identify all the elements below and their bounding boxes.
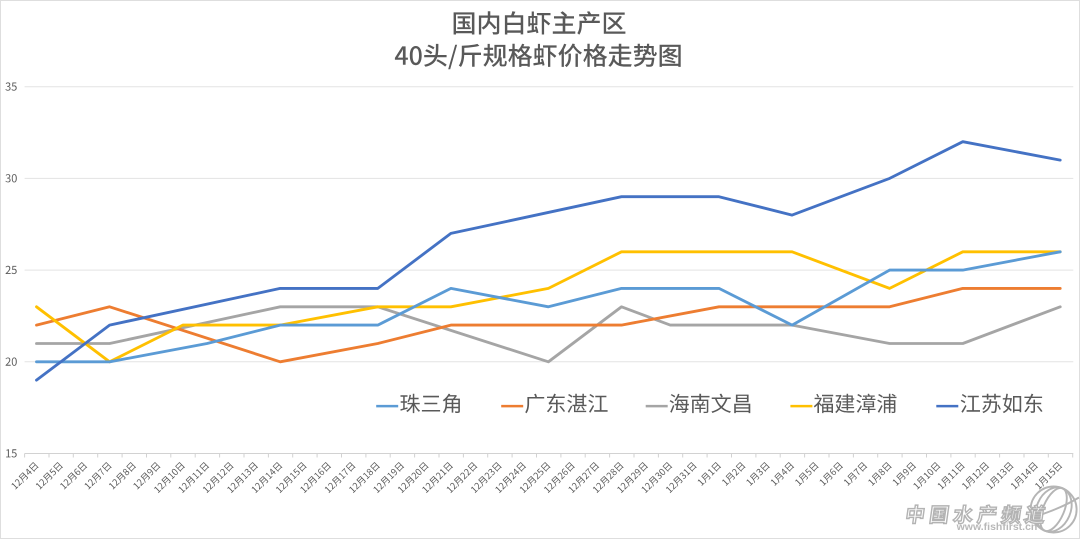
svg-text:www.fishfirst.cn: www.fishfirst.cn <box>956 521 1038 533</box>
